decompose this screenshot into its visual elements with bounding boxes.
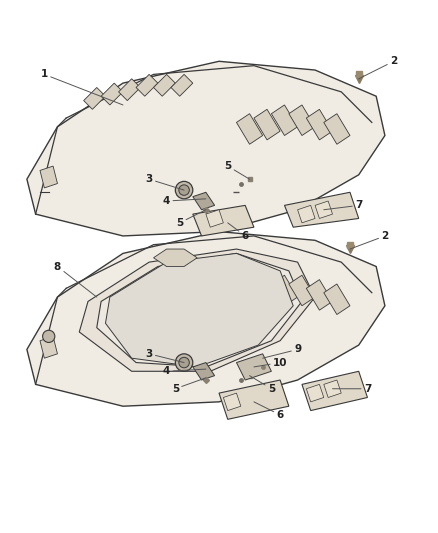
Text: 4: 4 bbox=[163, 196, 206, 206]
Polygon shape bbox=[324, 380, 341, 398]
Polygon shape bbox=[306, 109, 332, 140]
Polygon shape bbox=[153, 75, 175, 96]
Circle shape bbox=[175, 354, 193, 372]
Text: 4: 4 bbox=[163, 366, 206, 376]
Polygon shape bbox=[171, 75, 193, 96]
Polygon shape bbox=[237, 114, 263, 144]
Polygon shape bbox=[136, 75, 158, 96]
Polygon shape bbox=[289, 275, 315, 306]
Polygon shape bbox=[324, 284, 350, 314]
Polygon shape bbox=[306, 384, 324, 402]
Polygon shape bbox=[315, 201, 332, 219]
Polygon shape bbox=[324, 114, 350, 144]
Polygon shape bbox=[237, 284, 263, 314]
Polygon shape bbox=[119, 79, 141, 101]
Polygon shape bbox=[193, 205, 254, 236]
Polygon shape bbox=[106, 253, 293, 367]
Polygon shape bbox=[193, 192, 215, 210]
Circle shape bbox=[42, 330, 55, 343]
Polygon shape bbox=[153, 249, 197, 266]
Polygon shape bbox=[84, 87, 106, 109]
Polygon shape bbox=[285, 192, 359, 227]
Polygon shape bbox=[272, 275, 297, 306]
Polygon shape bbox=[302, 372, 367, 410]
Polygon shape bbox=[193, 362, 215, 380]
Text: 5: 5 bbox=[172, 378, 206, 394]
Polygon shape bbox=[101, 83, 123, 105]
Text: 3: 3 bbox=[145, 349, 184, 362]
Polygon shape bbox=[27, 61, 385, 236]
Polygon shape bbox=[254, 280, 280, 310]
Polygon shape bbox=[272, 105, 297, 135]
Polygon shape bbox=[27, 231, 385, 406]
Text: 2: 2 bbox=[359, 56, 397, 79]
Polygon shape bbox=[254, 109, 280, 140]
Text: 5: 5 bbox=[176, 210, 206, 228]
Text: 5: 5 bbox=[250, 376, 275, 394]
Polygon shape bbox=[306, 280, 332, 310]
Polygon shape bbox=[297, 205, 315, 223]
Polygon shape bbox=[97, 253, 302, 367]
Text: 8: 8 bbox=[54, 262, 97, 297]
Text: 7: 7 bbox=[324, 200, 362, 211]
Text: 5: 5 bbox=[224, 161, 250, 179]
Circle shape bbox=[179, 357, 189, 368]
Polygon shape bbox=[237, 354, 272, 380]
Circle shape bbox=[175, 181, 193, 199]
Text: 9: 9 bbox=[263, 344, 301, 358]
Text: 1: 1 bbox=[41, 69, 123, 105]
Text: 10: 10 bbox=[254, 358, 287, 368]
Text: 6: 6 bbox=[228, 223, 249, 241]
Polygon shape bbox=[206, 210, 223, 227]
Text: 2: 2 bbox=[350, 231, 389, 249]
Polygon shape bbox=[40, 166, 57, 188]
Polygon shape bbox=[40, 336, 57, 358]
Text: 7: 7 bbox=[332, 384, 371, 394]
Polygon shape bbox=[219, 380, 289, 419]
Text: 6: 6 bbox=[254, 402, 284, 420]
Polygon shape bbox=[223, 393, 241, 410]
Circle shape bbox=[179, 185, 189, 195]
Polygon shape bbox=[289, 105, 315, 135]
Text: 3: 3 bbox=[145, 174, 184, 190]
Polygon shape bbox=[79, 249, 315, 372]
